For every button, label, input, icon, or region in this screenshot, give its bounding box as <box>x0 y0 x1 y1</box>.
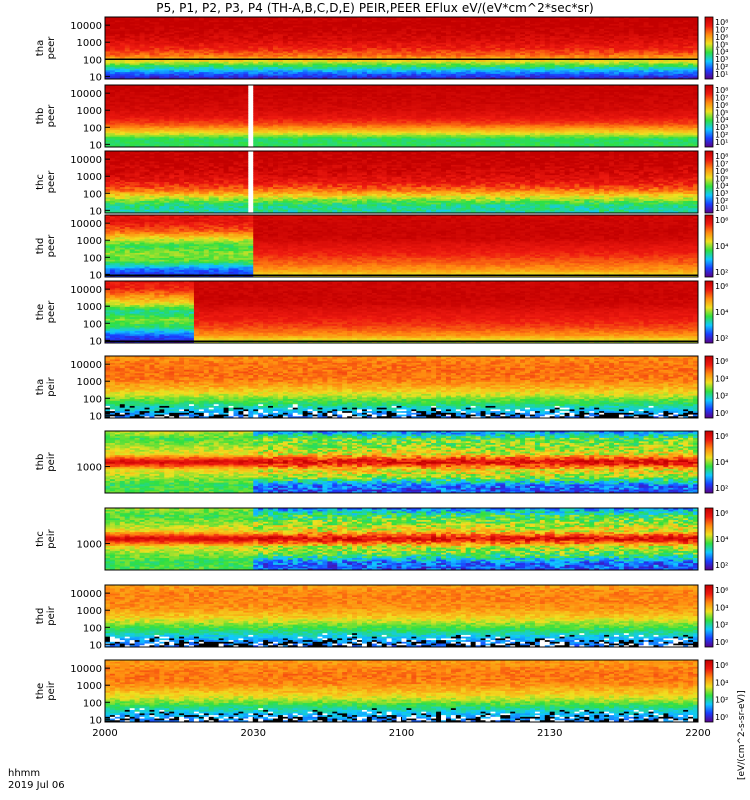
panels-group: 10000100010010tha peer10⁸10⁷10⁶10⁵10⁴10³1… <box>35 17 728 726</box>
panel-tha-peer: 10000100010010tha peer10⁸10⁷10⁶10⁵10⁴10³1… <box>35 17 728 83</box>
